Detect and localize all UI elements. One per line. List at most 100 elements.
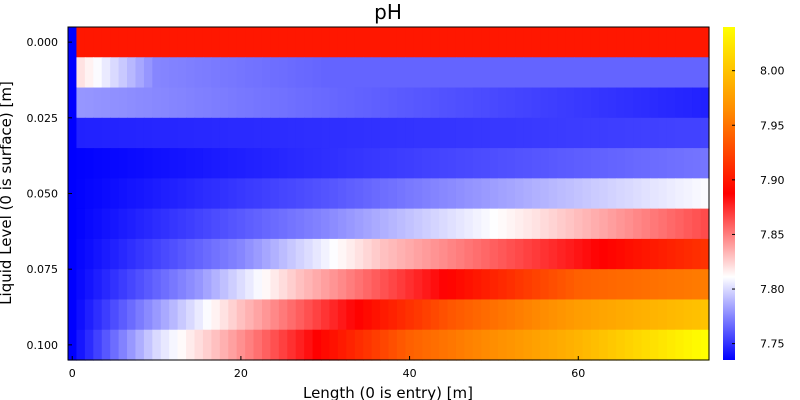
- heatmap-cell: [565, 299, 575, 331]
- heatmap-cell: [422, 269, 432, 301]
- heatmap-cell: [228, 269, 238, 301]
- heatmap-cell: [270, 178, 280, 210]
- heatmap-cell: [118, 269, 128, 301]
- heatmap-cell: [599, 27, 609, 58]
- heatmap-cell: [160, 299, 170, 331]
- heatmap-cell: [380, 27, 390, 58]
- heatmap-cell: [506, 148, 516, 179]
- heatmap-cell: [557, 117, 567, 149]
- heatmap-cell: [329, 87, 339, 119]
- heatmap-cell: [202, 299, 212, 331]
- heatmap-cell: [329, 57, 339, 89]
- heatmap-cell: [363, 27, 373, 58]
- heatmap-cell: [506, 57, 516, 89]
- heatmap-cell: [84, 87, 94, 119]
- heatmap-cell: [666, 27, 676, 58]
- heatmap-cell: [649, 148, 659, 179]
- heatmap-cell: [143, 208, 153, 240]
- heatmap-cell: [160, 117, 170, 149]
- heatmap-cell: [278, 299, 288, 331]
- heatmap-cell: [464, 148, 474, 179]
- heatmap-cell: [649, 269, 659, 301]
- heatmap-cell: [135, 208, 145, 240]
- heatmap-cell: [194, 27, 204, 58]
- heatmap-cell: [599, 87, 609, 119]
- heatmap-cell: [607, 329, 617, 361]
- heatmap-cell: [295, 117, 305, 149]
- heatmap-cell: [236, 269, 246, 301]
- heatmap-cell: [329, 269, 339, 301]
- heatmap-cell: [692, 329, 702, 361]
- heatmap-cell: [236, 329, 246, 361]
- heatmap-cell: [548, 208, 558, 240]
- heatmap-cell: [295, 178, 305, 210]
- heatmap-cell: [683, 87, 693, 119]
- heatmap-cell: [430, 27, 440, 58]
- heatmap-cell: [169, 117, 179, 149]
- heatmap-cell: [110, 178, 120, 210]
- heatmap-cell: [548, 299, 558, 331]
- heatmap-cell: [135, 299, 145, 331]
- heatmap-cell: [498, 329, 508, 361]
- heatmap-cell: [616, 208, 626, 240]
- heatmap-cell: [76, 269, 86, 301]
- heatmap-cell: [186, 27, 196, 58]
- heatmap-cell: [599, 148, 609, 179]
- heatmap-cell: [228, 238, 238, 270]
- heatmap-cell: [270, 87, 280, 119]
- heatmap-cell: [396, 178, 406, 210]
- heatmap-cell: [321, 87, 331, 119]
- heatmap-cell: [422, 87, 432, 119]
- heatmap-cell: [455, 208, 466, 240]
- heatmap-cell: [228, 178, 238, 210]
- heatmap-cell: [692, 27, 702, 58]
- heatmap-cell: [658, 117, 668, 149]
- heatmap-cell: [481, 57, 491, 89]
- chart-title: pH: [374, 0, 402, 24]
- heatmap-cell: [540, 329, 550, 361]
- heatmap-cell: [540, 87, 550, 119]
- heatmap-cell: [649, 329, 659, 361]
- heatmap-cell: [177, 27, 187, 58]
- colorbar-tick-label: 7.75: [760, 338, 785, 351]
- heatmap-cell: [531, 329, 541, 361]
- heatmap-cell: [143, 148, 153, 179]
- heatmap-cell: [278, 269, 288, 301]
- heatmap-cell: [278, 27, 288, 58]
- heatmap-cell: [616, 269, 626, 301]
- heatmap-cell: [607, 148, 617, 179]
- heatmap-cell: [464, 238, 474, 270]
- heatmap-cell: [194, 87, 204, 119]
- heatmap-cell: [219, 208, 229, 240]
- heatmap-cell: [236, 299, 246, 331]
- heatmap-cell: [84, 269, 94, 301]
- heatmap-cell: [329, 299, 339, 331]
- heatmap-cell: [489, 27, 499, 58]
- heatmap-cell: [447, 87, 457, 119]
- heatmap-cell: [169, 299, 179, 331]
- heatmap-cell: [582, 299, 592, 331]
- heatmap-cell: [152, 299, 162, 331]
- heatmap-cell: [658, 87, 668, 119]
- heatmap-cell: [506, 329, 516, 361]
- heatmap-cell: [633, 27, 643, 58]
- heatmap-cell: [515, 269, 525, 301]
- heatmap-cell: [135, 269, 145, 301]
- heatmap-cell: [498, 238, 508, 270]
- heatmap-cell: [405, 329, 415, 361]
- heatmap-cell: [574, 238, 584, 270]
- colorbar-tick-label: 8.00: [760, 65, 785, 78]
- heatmap-cell: [194, 178, 204, 210]
- heatmap-cell: [531, 87, 541, 119]
- heatmap-cell: [692, 238, 702, 270]
- heatmap-cell: [590, 27, 600, 58]
- heatmap-cell: [599, 208, 609, 240]
- heatmap-cell: [548, 117, 558, 149]
- heatmap-cell: [388, 148, 398, 179]
- heatmap-cell: [506, 208, 516, 240]
- heatmap-cell: [515, 299, 525, 331]
- heatmap-cell: [489, 299, 499, 331]
- heatmap-cell: [413, 269, 423, 301]
- heatmap-cell: [152, 87, 162, 119]
- heatmap-cell: [700, 148, 710, 179]
